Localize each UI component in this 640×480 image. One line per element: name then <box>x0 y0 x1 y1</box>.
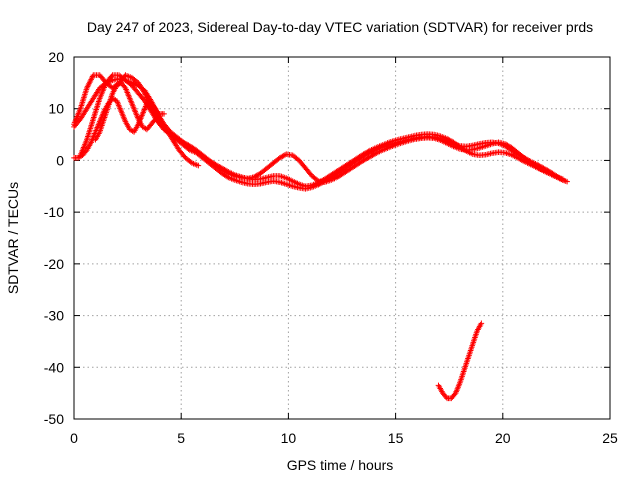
data-points <box>71 72 570 402</box>
data-point <box>560 176 566 182</box>
y-tick-label: -10 <box>44 204 64 220</box>
x-tick-label: 20 <box>495 430 511 446</box>
data-point <box>102 81 108 87</box>
data-point <box>539 167 546 173</box>
data-point <box>314 177 320 183</box>
x-tick-label: 15 <box>388 430 404 446</box>
y-tick-label: 20 <box>48 49 64 65</box>
series-track-5 <box>92 80 167 143</box>
data-point <box>155 112 162 118</box>
series-track-6 <box>435 320 485 402</box>
axis-ticks: 0 5 10 15 20 25 -50 -40 -30 -20 -10 0 10 20 <box>44 49 618 446</box>
x-tick-label: 25 <box>602 430 618 446</box>
data-point <box>108 73 115 80</box>
x-tick-label: 0 <box>70 430 78 446</box>
y-axis-label: SDTVAR / TECUs <box>5 182 21 294</box>
data-point <box>82 148 89 155</box>
y-tick-label: 0 <box>56 152 64 168</box>
data-point <box>564 178 570 185</box>
data-point <box>195 162 202 169</box>
data-point <box>365 148 372 155</box>
data-point <box>224 168 230 174</box>
chart-title: Day 247 of 2023, Sidereal Day-to-day VTE… <box>87 19 593 35</box>
y-tick-label: -50 <box>44 411 64 427</box>
data-point <box>478 320 485 327</box>
plot-frame <box>73 56 611 420</box>
data-point <box>161 111 167 117</box>
y-tick-label: 10 <box>48 101 64 117</box>
y-tick-label: -20 <box>44 256 64 272</box>
y-tick-label: -30 <box>44 308 64 324</box>
x-tick-label: 10 <box>281 430 297 446</box>
series-track-2 <box>77 72 570 190</box>
y-tick-label: -40 <box>44 359 64 375</box>
x-tick-label: 5 <box>177 430 185 446</box>
series-track-4 <box>71 95 202 169</box>
data-point <box>372 151 378 157</box>
data-point <box>443 394 449 400</box>
data-point <box>187 159 194 165</box>
x-axis-label: GPS time / hours <box>287 457 394 473</box>
series-track-3 <box>71 75 566 185</box>
